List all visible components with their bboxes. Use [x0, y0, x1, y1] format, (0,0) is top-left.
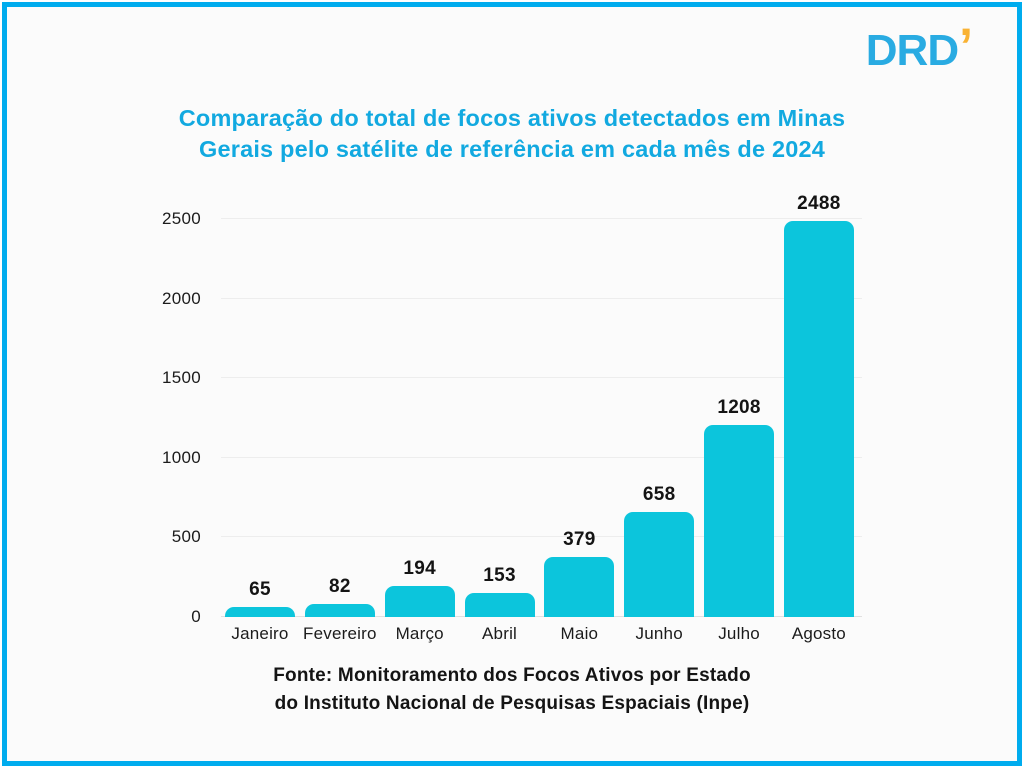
bar-value-label: 2488	[797, 192, 841, 214]
bar-column-maio: 379	[542, 529, 616, 617]
bar-abril	[464, 592, 535, 617]
x-tick-label-abril: Abril	[482, 624, 518, 643]
x-tick-label-junho: Junho	[635, 624, 683, 643]
x-tick-label-julho: Julho	[718, 624, 760, 643]
bar-column-fevereiro: 82	[303, 576, 377, 617]
bar-julho	[704, 424, 775, 617]
y-tick-label-2000: 2000	[161, 288, 201, 308]
gridline-1000	[221, 456, 862, 458]
bar-series: 65 82 194 153 379 658 1208 2488	[217, 193, 862, 617]
brand-logo-apostrophe-icon: ’	[959, 18, 973, 74]
source-note-line-2: do Instituto Nacional de Pesquisas Espac…	[274, 693, 750, 714]
bar-fevereiro	[304, 603, 375, 617]
x-tick-label-agosto: Agosto	[791, 624, 846, 643]
gridline-2500	[221, 218, 862, 219]
bar-column-março: 194	[383, 558, 457, 617]
source-note-line-1: Fonte: Monitoramento dos Focos Ativos po…	[273, 665, 751, 686]
chart-title-line-1: Comparação do total de focos ativos dete…	[178, 105, 846, 131]
y-tick-label-0: 0	[191, 607, 201, 626]
y-tick-label-1500: 1500	[161, 368, 201, 388]
brand-logo-text: DRD	[865, 26, 959, 75]
x-tick-label-janeiro: Janeiro	[231, 624, 289, 643]
source-note: Fonte: Monitoramento dos Focos Ativos po…	[162, 662, 862, 718]
bar-agosto	[783, 220, 854, 617]
bar-column-agosto: 2488	[782, 193, 856, 617]
chart-title-line-2: Gerais pelo satélite de referência em ca…	[198, 136, 826, 162]
chart-title: Comparação do total de focos ativos dete…	[92, 103, 932, 165]
bar-março	[384, 586, 455, 617]
x-axis: Janeiro Fevereiro Março Abril Maio Junho Julho…	[217, 624, 862, 644]
gridline-1500	[221, 377, 862, 379]
bar-value-label: 65	[249, 578, 271, 600]
bar-column-julho: 1208	[702, 397, 776, 617]
bar-value-label: 658	[642, 484, 676, 506]
bar-value-label: 1208	[717, 396, 761, 418]
gridline-500	[221, 536, 862, 538]
bar-janeiro	[225, 606, 295, 617]
bar-column-junho: 658	[622, 484, 696, 617]
plot-area: 65 82 194 153 379 658 1208 2488 Janeiro Fevereir…	[162, 193, 862, 643]
bar-value-label: 194	[403, 558, 436, 580]
bar-value-label: 379	[563, 528, 596, 550]
bar-column-abril: 153	[463, 565, 537, 617]
x-tick-label-maio: Maio	[560, 624, 599, 643]
x-tick-label-fevereiro: Fevereiro	[303, 624, 377, 643]
bar-value-label: 82	[328, 575, 351, 597]
gridline-2000	[221, 297, 862, 299]
bar-column-janeiro: 65	[223, 579, 297, 617]
brand-logo: DRD’	[865, 21, 973, 75]
bar-value-label: 153	[483, 564, 516, 586]
bar-junho	[624, 512, 695, 617]
x-tick-label-março: Março	[395, 624, 444, 643]
y-tick-label-1000: 1000	[161, 447, 201, 467]
y-tick-label-2500: 2500	[161, 209, 201, 228]
bar-maio	[544, 556, 615, 617]
y-tick-label-500: 500	[171, 527, 201, 547]
gridline-0	[221, 616, 862, 617]
